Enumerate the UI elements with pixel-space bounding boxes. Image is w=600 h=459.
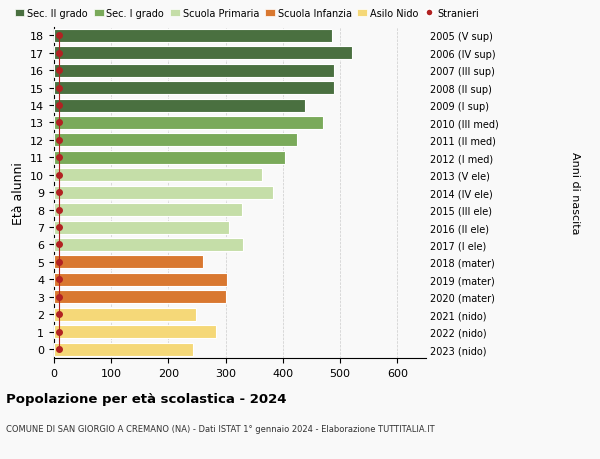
Bar [54, 82, 334, 95]
Bar [54, 325, 216, 338]
Bar [54, 151, 284, 164]
Bar [54, 65, 334, 78]
Bar [54, 169, 262, 182]
Text: COMUNE DI SAN GIORGIO A CREMANO (NA) - Dati ISTAT 1° gennaio 2024 - Elaborazione: COMUNE DI SAN GIORGIO A CREMANO (NA) - D… [6, 425, 434, 434]
Bar [54, 47, 352, 60]
Bar [54, 99, 305, 112]
Bar [54, 343, 193, 356]
Bar [54, 186, 273, 199]
Y-axis label: Età alunni: Età alunni [11, 162, 25, 224]
Bar [54, 238, 243, 252]
Bar [54, 134, 297, 147]
Bar [54, 291, 226, 304]
Bar [54, 204, 242, 217]
Bar [54, 117, 323, 130]
Bar [54, 221, 229, 234]
Y-axis label: Anni di nascita: Anni di nascita [571, 151, 580, 234]
Bar [54, 30, 332, 43]
Bar [54, 256, 203, 269]
Legend: Sec. II grado, Sec. I grado, Scuola Primaria, Scuola Infanzia, Asilo Nido, Stran: Sec. II grado, Sec. I grado, Scuola Prim… [11, 5, 482, 22]
Bar [54, 308, 196, 321]
Bar [54, 273, 227, 286]
Text: Popolazione per età scolastica - 2024: Popolazione per età scolastica - 2024 [6, 392, 287, 405]
